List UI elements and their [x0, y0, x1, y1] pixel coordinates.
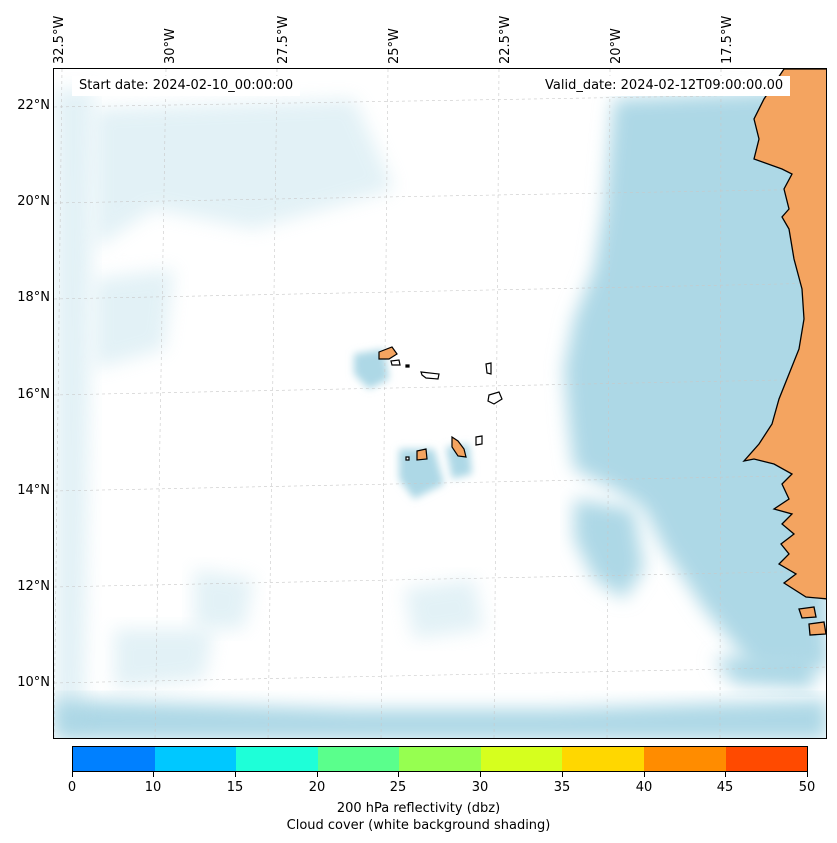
lon-label-17-5w: 17.5°W — [720, 15, 735, 64]
colorbar-tick-30 — [480, 772, 481, 777]
island-sal — [485, 362, 492, 375]
cloud-cover — [54, 89, 826, 738]
lon-label-30w: 30°W — [163, 28, 178, 64]
colorbar-tick-15 — [235, 772, 236, 777]
colorbar-tick-label-40: 40 — [635, 780, 653, 795]
colorbar-label: 200 hPa reflectivity (dbz) — [336, 801, 501, 816]
lon-label-20w: 20°W — [609, 28, 624, 64]
colorbar — [72, 746, 808, 772]
colorbar-tick-35 — [562, 772, 563, 777]
colorbar-tick-label-20: 20 — [308, 780, 326, 795]
colorbar-tick-label-25: 25 — [389, 780, 407, 795]
colorbar-tick-50 — [807, 772, 808, 777]
lat-label-18n: 18°N — [17, 290, 50, 305]
colorbar-tick-label-45: 45 — [716, 780, 734, 795]
island-sao-nicolau — [420, 371, 440, 380]
map-panel[interactable] — [53, 68, 827, 739]
lat-label-12n: 12°N — [17, 579, 50, 594]
gulf-island-1 — [798, 606, 817, 619]
land — [742, 69, 826, 636]
colorbar-tick-label-50: 50 — [798, 780, 816, 795]
gulf-island-2 — [808, 621, 826, 636]
lat-label-10n: 10°N — [17, 675, 50, 690]
island-maio — [475, 435, 483, 446]
colorbar-segment-8 — [643, 747, 726, 771]
colorbar-tick-25 — [398, 772, 399, 777]
island-brava — [405, 456, 410, 461]
colorbar-tick-label-10: 10 — [144, 780, 162, 795]
colorbar-tick-label-30: 30 — [471, 780, 489, 795]
african-coast — [742, 69, 826, 600]
lat-label-16n: 16°N — [17, 387, 50, 402]
island-fogo — [416, 448, 428, 461]
colorbar-tick-label-15: 15 — [226, 780, 244, 795]
colorbar-tick-label-0: 0 — [67, 780, 77, 795]
lon-label-27-5w: 27.5°W — [276, 15, 291, 64]
lat-label-14n: 14°N — [17, 483, 50, 498]
colorbar-segment-3 — [236, 747, 318, 771]
graticule — [54, 69, 826, 738]
colorbar-sublabel: Cloud cover (white background shading) — [286, 818, 551, 833]
faint-cloud-cover — [54, 89, 484, 729]
colorbar-segment-1 — [73, 747, 155, 771]
lon-label-32-5w: 32.5°W — [52, 15, 67, 64]
colorbar-tick-20 — [317, 772, 318, 777]
colorbar-segment-7 — [562, 747, 644, 771]
valid-date-label: Valid_date: 2024-02-12T09:00:00.00 — [538, 76, 791, 96]
island-santiago — [451, 435, 467, 458]
lon-label-25w: 25°W — [387, 28, 402, 64]
colorbar-segment-9 — [725, 747, 808, 771]
lat-label-22n: 22°N — [17, 98, 50, 113]
island-boa-vista — [487, 391, 503, 405]
cape-verde-islands — [378, 346, 503, 461]
island-sao-vicente — [390, 359, 401, 366]
island-santo-antao — [378, 346, 398, 360]
colorbar-tick-label-35: 35 — [553, 780, 571, 795]
colorbar-segment-5 — [399, 747, 481, 771]
colorbar-tick-45 — [725, 772, 726, 777]
island-santa-luzia — [405, 364, 410, 368]
colorbar-segment-6 — [480, 747, 563, 771]
colorbar-tick-0 — [72, 772, 73, 777]
start-date-label: Start date: 2024-02-10_00:00:00 — [72, 76, 301, 96]
lat-label-20n: 20°N — [17, 194, 50, 209]
lon-label-22-5w: 22.5°W — [498, 15, 513, 64]
colorbar-segment-4 — [317, 747, 400, 771]
colorbar-tick-40 — [644, 772, 645, 777]
colorbar-tick-10 — [153, 772, 154, 777]
map-canvas — [54, 69, 826, 738]
colorbar-segment-2 — [154, 747, 237, 771]
